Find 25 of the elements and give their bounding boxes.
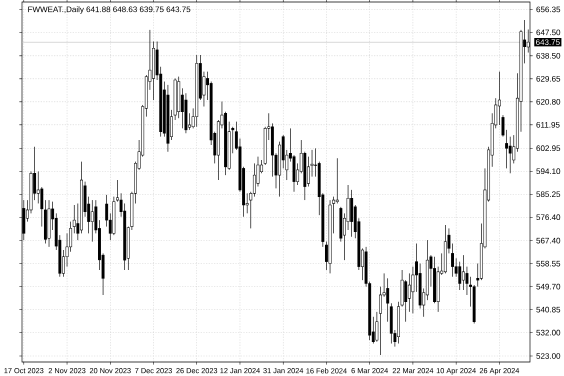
y-tick-label: 647.50 (536, 30, 560, 36)
y-tick-label: 532.00 (536, 330, 560, 336)
candlestick (90, 200, 94, 242)
y-tick-label: 540.85 (536, 306, 560, 312)
ref-line-label: 643.75 (536, 39, 560, 45)
y-tick-label: 611.95 (536, 122, 560, 128)
y-tick-label: 523.00 (536, 353, 560, 359)
y-tick-label: 585.25 (536, 191, 560, 198)
y-tick-label: 638.50 (536, 52, 560, 59)
y-tick-label: 558.55 (536, 260, 560, 266)
candlestick (498, 71, 501, 126)
y-tick-label: 594.10 (536, 168, 560, 174)
y-tick-label: 576.40 (536, 214, 560, 220)
candlestick (350, 190, 354, 238)
chart-title: FWWEAT.,Daily 641.88 648.63 639.75 643.75 (28, 6, 190, 14)
candlestick (404, 280, 408, 322)
y-tick-label: 567.40 (536, 238, 560, 244)
candlestick (336, 158, 339, 204)
y-tick-label: 549.70 (536, 284, 560, 290)
y-tick-label: 602.95 (536, 145, 560, 152)
candlestick (379, 286, 382, 356)
y-tick-label: 656.35 (536, 6, 560, 12)
y-tick-label: 620.80 (536, 98, 560, 105)
candlestick (386, 278, 390, 322)
y-tick-label: 629.65 (536, 76, 560, 82)
